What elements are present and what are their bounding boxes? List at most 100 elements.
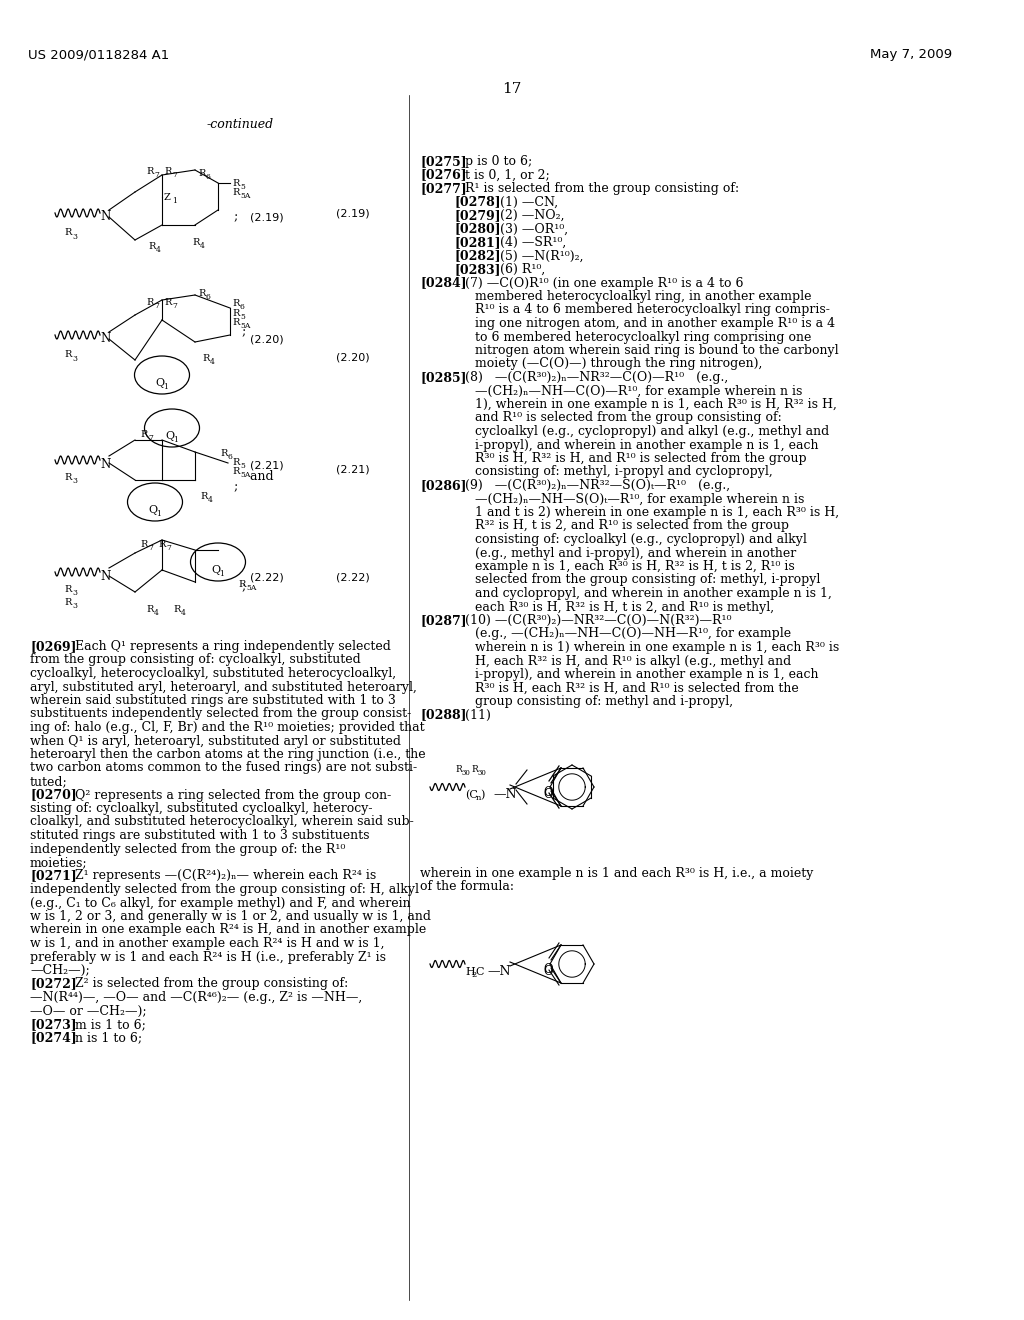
Text: R: R — [471, 766, 478, 774]
Text: R: R — [238, 579, 246, 589]
Text: O: O — [543, 964, 553, 975]
Text: aryl, substituted aryl, heteroaryl, and substituted heteroaryl,: aryl, substituted aryl, heteroaryl, and … — [30, 681, 417, 693]
Text: ing one nitrogen atom, and in another example R¹⁰ is a 4: ing one nitrogen atom, and in another ex… — [475, 317, 836, 330]
Text: R³⁰ is H, each R³² is H, and R¹⁰ is selected from the: R³⁰ is H, each R³² is H, and R¹⁰ is sele… — [475, 681, 799, 694]
Text: R: R — [63, 585, 72, 594]
Text: n is 1 to 6;: n is 1 to 6; — [63, 1031, 142, 1044]
Text: Q: Q — [165, 432, 174, 441]
Text: 4: 4 — [208, 496, 213, 504]
Text: 1 and t is 2) wherein in one example n is 1, each R³⁰ is H,: 1 and t is 2) wherein in one example n i… — [475, 506, 839, 519]
Text: Each Q¹ represents a ring independently selected: Each Q¹ represents a ring independently … — [63, 640, 391, 653]
Text: R: R — [146, 605, 154, 614]
Text: 5A: 5A — [240, 471, 251, 479]
Text: (2.19): (2.19) — [336, 209, 370, 218]
Text: (8)   —(C(R³⁰)₂)ₙ—NR³²—C(O)—R¹⁰   (e.g.,: (8) —(C(R³⁰)₂)ₙ—NR³²—C(O)—R¹⁰ (e.g., — [453, 371, 728, 384]
Text: R: R — [200, 492, 208, 502]
Text: and cyclopropyl, and wherein in another example n is 1,: and cyclopropyl, and wherein in another … — [475, 587, 831, 601]
Text: [0270]: [0270] — [30, 788, 77, 801]
Text: each R³⁰ is H, R³² is H, t is 2, and R¹⁰ is methyl,: each R³⁰ is H, R³² is H, t is 2, and R¹⁰… — [475, 601, 774, 614]
Text: from the group consisting of: cycloalkyl, substituted: from the group consisting of: cycloalkyl… — [30, 653, 360, 667]
Text: 7: 7 — [148, 434, 153, 442]
Text: 30: 30 — [477, 770, 485, 777]
Text: heteroaryl then the carbon atoms at the ring junction (i.e., the: heteroaryl then the carbon atoms at the … — [30, 748, 426, 762]
Text: R: R — [455, 766, 462, 774]
Text: [0284]: [0284] — [420, 276, 467, 289]
Text: (7) —C(O)R¹⁰ (in one example R¹⁰ is a 4 to 6: (7) —C(O)R¹⁰ (in one example R¹⁰ is a 4 … — [453, 276, 743, 289]
Text: (e.g., C₁ to C₆ alkyl, for example methyl) and F, and wherein: (e.g., C₁ to C₆ alkyl, for example methy… — [30, 896, 411, 909]
Text: [0282]: [0282] — [455, 249, 502, 263]
Text: O: O — [543, 788, 553, 801]
Text: [0271]: [0271] — [30, 870, 77, 883]
Text: Z² is selected from the group consisting of:: Z² is selected from the group consisting… — [63, 978, 348, 990]
Text: 4: 4 — [181, 609, 186, 616]
Text: 4: 4 — [156, 246, 161, 253]
Text: (1) —CN,: (1) —CN, — [488, 195, 558, 209]
Text: 5A: 5A — [246, 583, 256, 591]
Text: and: and — [242, 470, 273, 483]
Text: R: R — [164, 168, 171, 176]
Text: R: R — [232, 309, 240, 318]
Text: R: R — [232, 300, 240, 308]
Text: H, each R³² is H, and R¹⁰ is alkyl (e.g., methyl and: H, each R³² is H, and R¹⁰ is alkyl (e.g.… — [475, 655, 792, 668]
Text: 4: 4 — [210, 358, 215, 366]
Text: ;: ; — [242, 325, 246, 338]
Text: (C: (C — [465, 789, 478, 800]
Text: —CH₂—);: —CH₂—); — [30, 964, 90, 977]
Text: 1: 1 — [156, 510, 161, 517]
Text: 3: 3 — [72, 602, 77, 610]
Text: 5A: 5A — [240, 322, 251, 330]
Text: R: R — [146, 168, 154, 176]
Text: R: R — [193, 238, 200, 247]
Text: (2.22): (2.22) — [250, 572, 284, 582]
Text: (2.19): (2.19) — [250, 213, 284, 223]
Text: (2.20): (2.20) — [250, 335, 284, 345]
Text: [0280]: [0280] — [455, 223, 502, 235]
Text: (5) —N(R¹⁰)₂,: (5) —N(R¹⁰)₂, — [488, 249, 584, 263]
Text: R: R — [232, 318, 240, 327]
Text: ;: ; — [234, 210, 239, 223]
Text: 5A: 5A — [240, 191, 251, 201]
Text: [0281]: [0281] — [455, 236, 502, 249]
Text: 6: 6 — [240, 304, 245, 312]
Text: t is 0, 1, or 2;: t is 0, 1, or 2; — [453, 169, 550, 181]
Text: (2.20): (2.20) — [336, 352, 370, 362]
Text: [0278]: [0278] — [455, 195, 502, 209]
Text: 4: 4 — [200, 242, 205, 249]
Text: (6) R¹⁰,: (6) R¹⁰, — [488, 263, 545, 276]
Text: cycloalkyl (e.g., cyclopropyl) and alkyl (e.g., methyl and: cycloalkyl (e.g., cyclopropyl) and alkyl… — [475, 425, 829, 438]
Text: i-propyl), and wherein in another example n is 1, each: i-propyl), and wherein in another exampl… — [475, 438, 818, 451]
Text: R¹ is selected from the group consisting of:: R¹ is selected from the group consisting… — [453, 182, 739, 195]
Text: sisting of: cycloalkyl, substituted cycloalkyl, heterocy-: sisting of: cycloalkyl, substituted cycl… — [30, 803, 373, 814]
Text: 30: 30 — [461, 770, 470, 777]
Text: 5: 5 — [240, 462, 245, 470]
Text: [0269]: [0269] — [30, 640, 77, 653]
Text: 7: 7 — [154, 172, 159, 180]
Text: R: R — [146, 298, 154, 308]
Text: (2.21): (2.21) — [250, 459, 284, 470]
Text: R: R — [232, 467, 240, 477]
Text: C: C — [475, 968, 483, 977]
Text: R: R — [63, 598, 72, 607]
Text: 1), wherein in one example n is 1, each R³⁰ is H, R³² is H,: 1), wherein in one example n is 1, each … — [475, 399, 837, 411]
Text: 7: 7 — [154, 302, 159, 310]
Text: R: R — [63, 473, 72, 482]
Text: 4: 4 — [154, 609, 159, 616]
Text: moieties;: moieties; — [30, 855, 88, 869]
Text: ;: ; — [234, 480, 239, 492]
Text: R: R — [198, 289, 206, 298]
Text: (11): (11) — [453, 709, 490, 722]
Text: -continued: -continued — [207, 117, 273, 131]
Text: i-propyl), and wherein in another example n is 1, each: i-propyl), and wherein in another exampl… — [475, 668, 818, 681]
Text: 7: 7 — [148, 544, 153, 552]
Text: R³² is H, t is 2, and R¹⁰ is selected from the group: R³² is H, t is 2, and R¹⁰ is selected fr… — [475, 520, 790, 532]
Text: R: R — [140, 540, 147, 549]
Text: 1: 1 — [172, 197, 177, 205]
Text: 3: 3 — [72, 589, 77, 597]
Text: 7: 7 — [172, 172, 177, 180]
Text: consisting of: cycloalkyl (e.g., cyclopropyl) and alkyl: consisting of: cycloalkyl (e.g., cyclopr… — [475, 533, 807, 546]
Text: R: R — [232, 458, 240, 467]
Text: (3) —OR¹⁰,: (3) —OR¹⁰, — [488, 223, 568, 235]
Text: 6: 6 — [206, 173, 211, 181]
Text: Z: Z — [164, 193, 171, 202]
Text: R: R — [158, 540, 165, 549]
